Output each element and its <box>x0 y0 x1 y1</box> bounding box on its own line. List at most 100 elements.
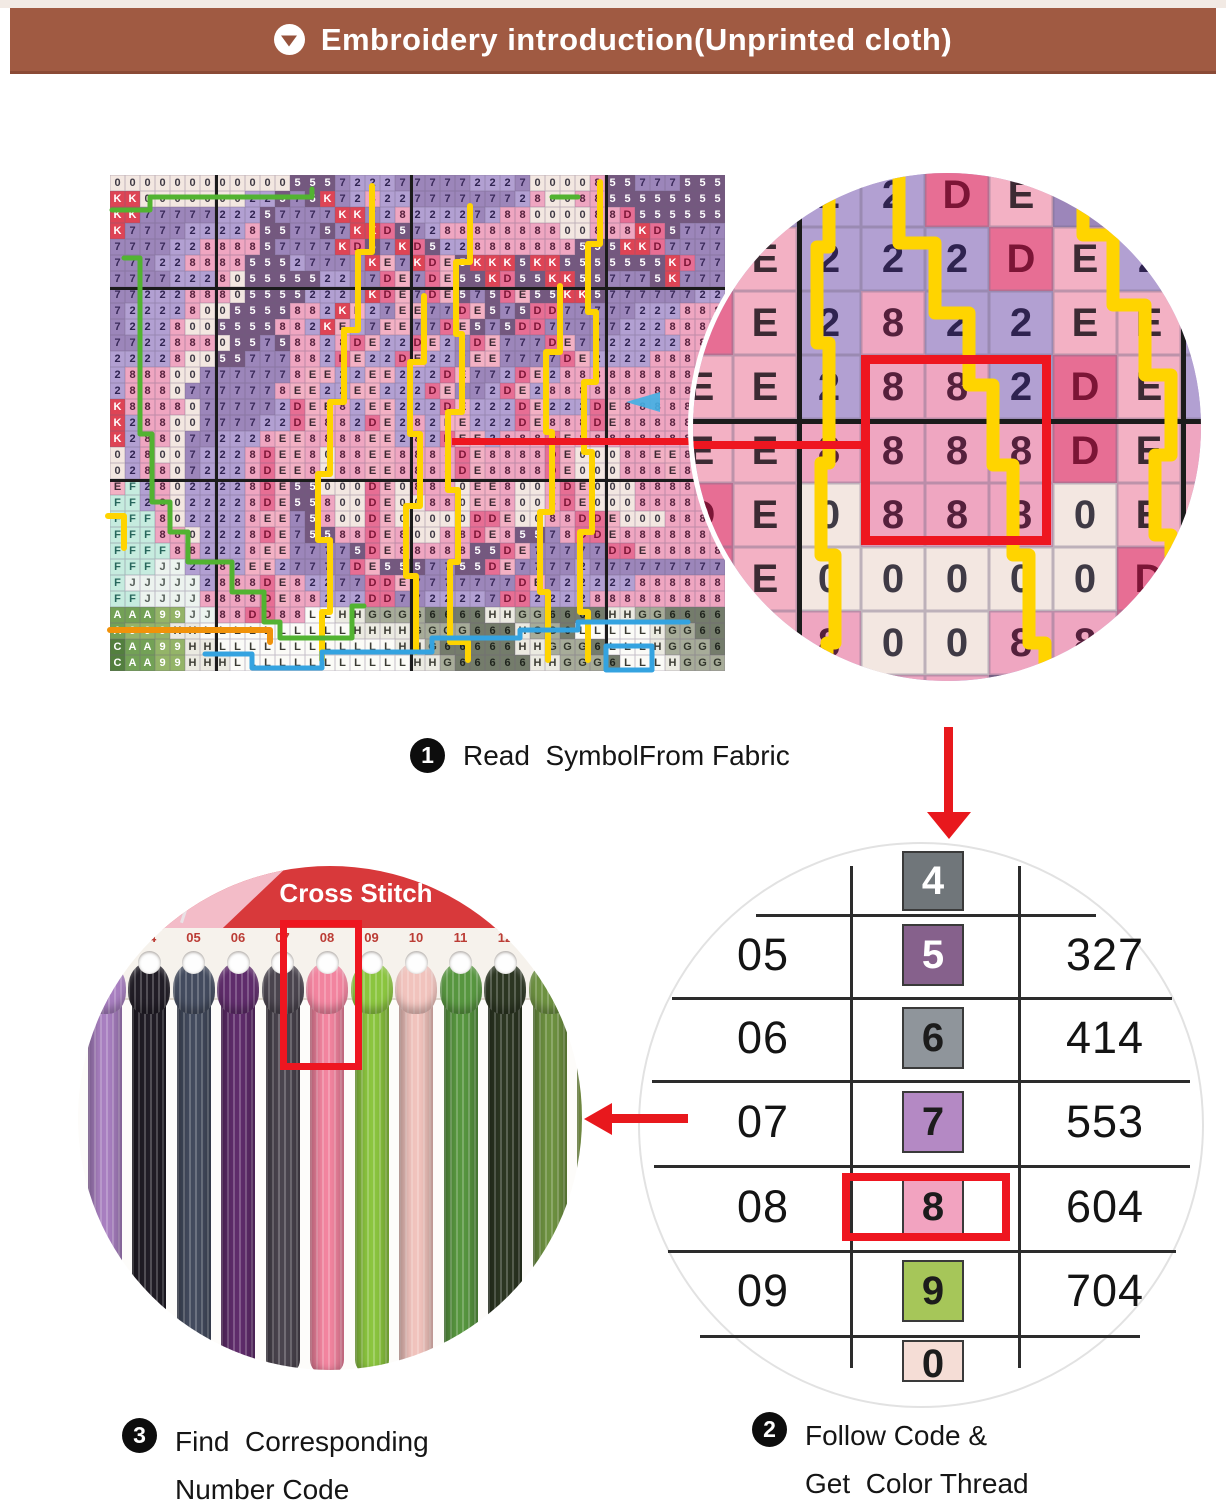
stitch-cell: 7 <box>335 575 350 591</box>
stitch-cell: 7 <box>470 191 485 207</box>
stitch-cell: 7 <box>110 287 125 303</box>
stitch-cell: 5 <box>470 271 485 287</box>
stitch-cell: 7 <box>545 527 560 543</box>
stitch-cell: 8 <box>620 415 635 431</box>
stitch-cell: 5 <box>320 175 335 191</box>
stitch-cell: 8 <box>560 239 575 255</box>
table-code: 07 <box>736 1096 790 1147</box>
stitch-cell: 2 <box>650 303 665 319</box>
stitch-cell: K <box>335 239 350 255</box>
stitch-cell: F <box>110 559 125 575</box>
stitch-cell: K <box>320 319 335 335</box>
stitch-cell: D <box>500 591 515 607</box>
stitch-cell: A <box>110 623 125 639</box>
stitch-cell: 0 <box>515 479 530 495</box>
step3-number-icon: 3 <box>122 1418 157 1453</box>
stitch-cell: 8 <box>590 367 605 383</box>
stitch-cell: 0 <box>575 223 590 239</box>
stitch-cell: D <box>380 575 395 591</box>
stitch-cell: D <box>365 543 380 559</box>
stitch-cell: E <box>305 367 320 383</box>
thread-knot <box>573 962 582 1014</box>
stitch-cell: 0 <box>155 191 170 207</box>
stitch-cell: 0 <box>200 191 215 207</box>
stitch-cell: 2 <box>155 335 170 351</box>
stitch-cell: E <box>365 399 380 415</box>
stitch-cell: 7 <box>335 255 350 271</box>
stitch-cell: G <box>545 639 560 655</box>
stitch-cell: 2 <box>500 367 515 383</box>
stitch-cell: D <box>260 591 275 607</box>
stitch-cell: 2 <box>455 591 470 607</box>
stitch-cell: 5 <box>605 255 620 271</box>
stitch-cell: 8 <box>170 335 185 351</box>
stitch-cell: 2 <box>320 271 335 287</box>
stitch-cell: 8 <box>680 591 695 607</box>
stitch-cell: 8 <box>245 575 260 591</box>
stitch-cell: 8 <box>350 447 365 463</box>
stitch-cell: G <box>425 623 440 639</box>
stitch-cell: 7 <box>440 191 455 207</box>
stitch-cell: K <box>365 255 380 271</box>
stitch-cell: 2 <box>797 355 861 419</box>
stitch-cell: D <box>515 367 530 383</box>
stitch-cell: E <box>365 367 380 383</box>
stitch-cell: 8 <box>650 527 665 543</box>
stitch-cell: K <box>320 191 335 207</box>
stitch-cell: 0 <box>1053 547 1117 611</box>
stitch-cell: D <box>515 415 530 431</box>
stitch-cell: K <box>485 255 500 271</box>
stitch-cell: E <box>350 383 365 399</box>
stitch-cell: 2 <box>335 271 350 287</box>
stitch-cell: 5 <box>260 239 275 255</box>
stitch-cell: 5 <box>650 255 665 271</box>
thread-number-label: 12 <box>497 930 513 945</box>
stitch-cell: 7 <box>305 543 320 559</box>
stitch-cell: 7 <box>290 511 305 527</box>
stitch-cell: 7 <box>560 303 575 319</box>
stitch-cell: 7 <box>545 319 560 335</box>
stitch-cell: 8 <box>665 511 680 527</box>
table-gridline <box>756 914 1096 917</box>
stitch-cell: 2 <box>200 495 215 511</box>
stitch-cell: 7 <box>245 383 260 399</box>
stitch-cell: 7 <box>485 367 500 383</box>
stitch-cell: 5 <box>260 319 275 335</box>
stitch-cell: 6 <box>545 607 560 623</box>
stitch-cell: 2 <box>200 527 215 543</box>
stitch-cell: 2 <box>275 559 290 575</box>
stitch-cell: 2 <box>200 575 215 591</box>
stitch-cell: E <box>440 415 455 431</box>
stitch-cell: 0 <box>110 447 125 463</box>
stitch-cell: L <box>335 623 350 639</box>
pattern-chart: 0000000000005557222777772227000085577755… <box>110 175 725 671</box>
stitch-cell: 2 <box>155 303 170 319</box>
stitch-cell: 2 <box>320 575 335 591</box>
stitch-cell: 6 <box>440 639 455 655</box>
stitch-cell: E <box>455 399 470 415</box>
stitch-cell: L <box>365 639 380 655</box>
stitch-cell: D <box>440 319 455 335</box>
stitch-cell: G <box>515 607 530 623</box>
stitch-cell: 2 <box>185 559 200 575</box>
stitch-cell: L <box>230 639 245 655</box>
stitch-cell: D <box>575 511 590 527</box>
stitch-cell: E <box>650 447 665 463</box>
stitch-cell: 5 <box>515 303 530 319</box>
stitch-cell: 8 <box>305 447 320 463</box>
stitch-cell: 2 <box>350 367 365 383</box>
stitch-cell: 2 <box>110 351 125 367</box>
stitch-cell: D <box>260 447 275 463</box>
stitch-cell: 0 <box>185 319 200 335</box>
stitch-cell: 7 <box>680 559 695 575</box>
stitch-cell: E <box>395 303 410 319</box>
stitch-cell: 2 <box>500 399 515 415</box>
stitch-cell: E <box>320 367 335 383</box>
stitch-cell: D <box>425 271 440 287</box>
stitch-cell: 2 <box>230 223 245 239</box>
stitch-cell: 8 <box>620 591 635 607</box>
stitch-cell: 8 <box>230 255 245 271</box>
stitch-cell: E <box>1117 483 1181 547</box>
magnifier-pointer-line <box>452 438 694 445</box>
stitch-cell: 7 <box>440 559 455 575</box>
